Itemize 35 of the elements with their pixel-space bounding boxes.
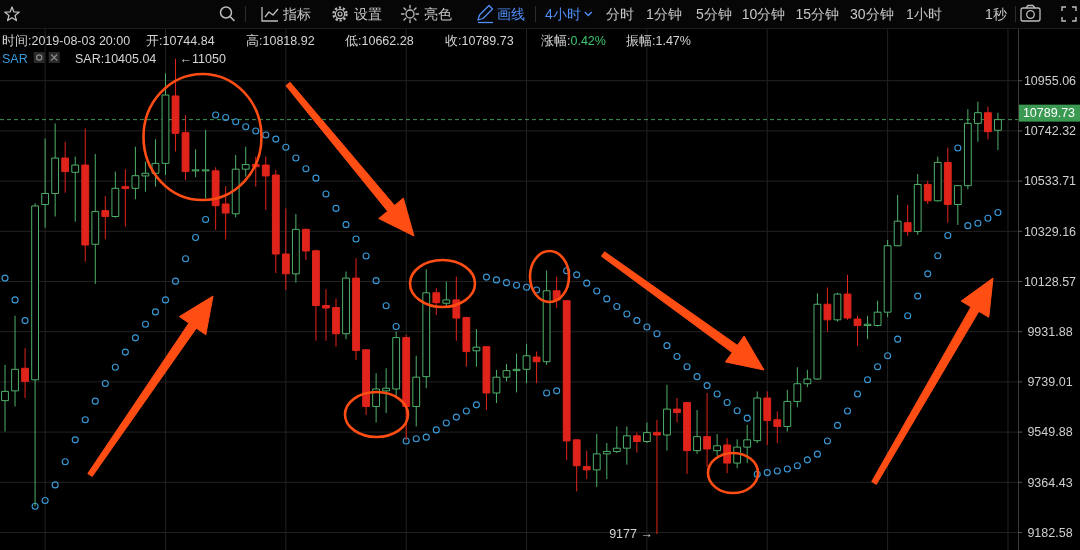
- text: 1秒: [985, 6, 1007, 22]
- y-tick-label: 9364.43: [1027, 475, 1073, 490]
- series-name: SAR: [2, 51, 28, 66]
- y-tick-label: 10955.06: [1023, 74, 1077, 89]
- text: 1小时: [906, 6, 942, 22]
- y-tick-label: 10329.16: [1023, 224, 1077, 239]
- text: 振幅:1.47%: [626, 33, 691, 48]
- low-marker: 9177 →: [609, 527, 653, 542]
- text: 设置: [354, 6, 382, 22]
- y-tick-label: 9182.58: [1027, 525, 1073, 540]
- text: 1分钟: [646, 6, 682, 22]
- text: 4小时: [545, 6, 581, 22]
- text: 10分钟: [741, 6, 786, 22]
- text: 30分钟: [850, 6, 894, 22]
- text: 时间:2019-08-03 20:00: [2, 33, 131, 48]
- text: 分时: [606, 6, 634, 22]
- text: 15分钟: [795, 6, 839, 22]
- text: 画线: [497, 6, 525, 22]
- text: 5分钟: [696, 6, 732, 22]
- y-tick-label: 9931.88: [1027, 325, 1073, 339]
- text: 涨幅:0.42%: [541, 33, 606, 48]
- text: 开:10744.84: [146, 33, 215, 48]
- y-tick-label: 10128.57: [1023, 274, 1077, 289]
- y-tick-label: 9549.88: [1027, 425, 1073, 440]
- high-marker: ←11050: [179, 51, 226, 66]
- text: 收:10789.73: [445, 33, 514, 48]
- ref-line-label: 10789.73: [1022, 106, 1076, 121]
- text: 指标: [282, 6, 311, 22]
- y-tick-label: 10533.71: [1023, 174, 1077, 189]
- y-tick-label: 10742.32: [1023, 124, 1077, 139]
- indicator-value: SAR:10405.04: [75, 51, 157, 66]
- text: 高:10818.92: [246, 33, 315, 48]
- y-tick-label: 9739.01: [1027, 375, 1073, 390]
- text: 亮色: [424, 6, 452, 22]
- text: 低:10662.28: [345, 33, 414, 48]
